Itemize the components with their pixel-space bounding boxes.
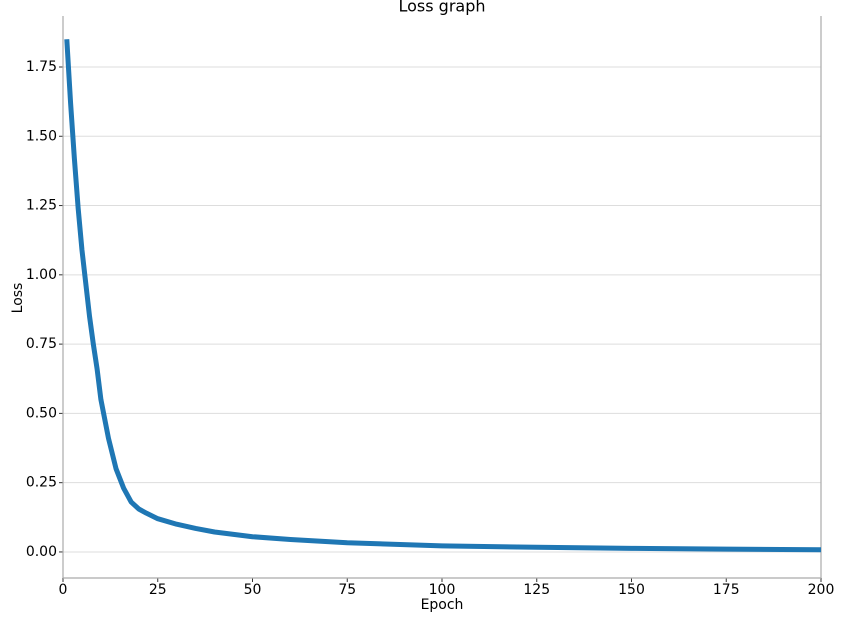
- loss-line: [64, 39, 822, 553]
- y-tick-label: 0.50: [26, 405, 57, 421]
- y-axis-label: Loss: [10, 283, 26, 314]
- x-tick-label: 175: [713, 582, 740, 598]
- x-tick-label: 75: [338, 582, 356, 598]
- x-tick-label: 100: [429, 582, 456, 598]
- y-tick-label: 0.75: [26, 336, 57, 352]
- x-tick-label: 150: [618, 582, 645, 598]
- y-tick-label: 1.50: [26, 128, 57, 144]
- y-tick-label: 0.25: [26, 475, 57, 491]
- y-tick-label: 1.00: [26, 267, 57, 283]
- y-tick-label: 1.75: [26, 59, 57, 75]
- x-tick-label: 25: [149, 582, 167, 598]
- x-tick-label: 0: [59, 582, 68, 598]
- x-axis-label: Epoch: [421, 597, 464, 613]
- y-tick-label: 0.00: [26, 544, 57, 560]
- x-tick-label: 200: [808, 582, 835, 598]
- x-tick-label: 50: [244, 582, 262, 598]
- y-tick-label: 1.25: [26, 198, 57, 214]
- x-tick-label: 125: [523, 582, 550, 598]
- chart-title: Loss graph: [398, 0, 485, 16]
